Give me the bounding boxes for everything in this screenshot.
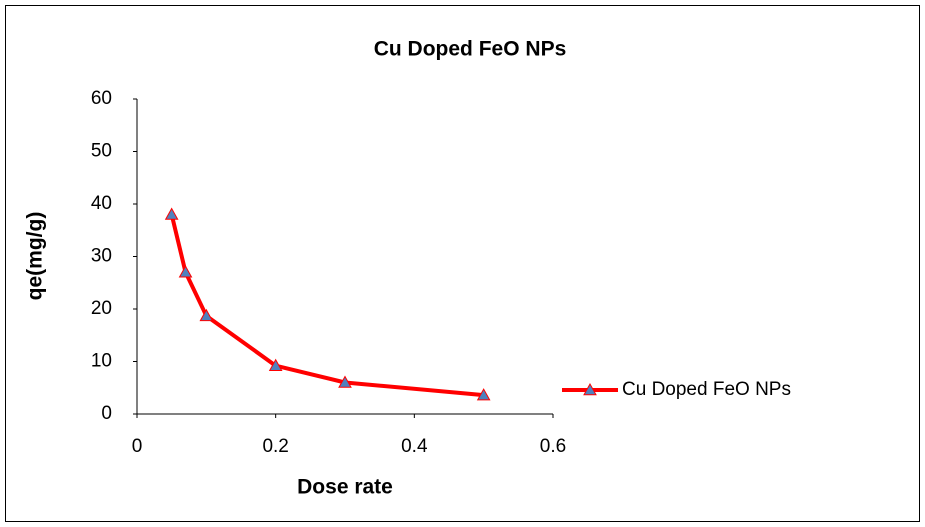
marker (268, 358, 283, 371)
y-tick-label: 50 (91, 141, 112, 162)
y-tick-label: 30 (91, 246, 112, 267)
x-tick-label: 0 (132, 436, 143, 457)
marker (178, 265, 193, 278)
legend-label: Cu Doped FeO NPs (622, 379, 791, 400)
y-tick-label: 40 (91, 193, 112, 214)
y-tick-label: 60 (91, 88, 112, 109)
y-tick-label: 0 (101, 403, 112, 424)
chart-title: Cu Doped FeO NPs (374, 38, 567, 61)
marker (164, 207, 179, 220)
x-tick-label: 0.4 (401, 436, 428, 457)
legend-marker (583, 382, 597, 396)
chart-border (5, 5, 920, 522)
y-tick-label: 10 (91, 351, 112, 372)
x-tick-label: 0.6 (540, 436, 566, 457)
x-tick-label: 0.2 (262, 436, 288, 457)
marker (199, 308, 214, 322)
x-axis-label: Dose rate (297, 476, 393, 499)
y-axis-label: qe(mg/g) (24, 212, 47, 301)
y-tick-label: 20 (91, 298, 112, 319)
marker (338, 375, 352, 388)
marker (476, 388, 491, 401)
series-line (169, 214, 484, 398)
